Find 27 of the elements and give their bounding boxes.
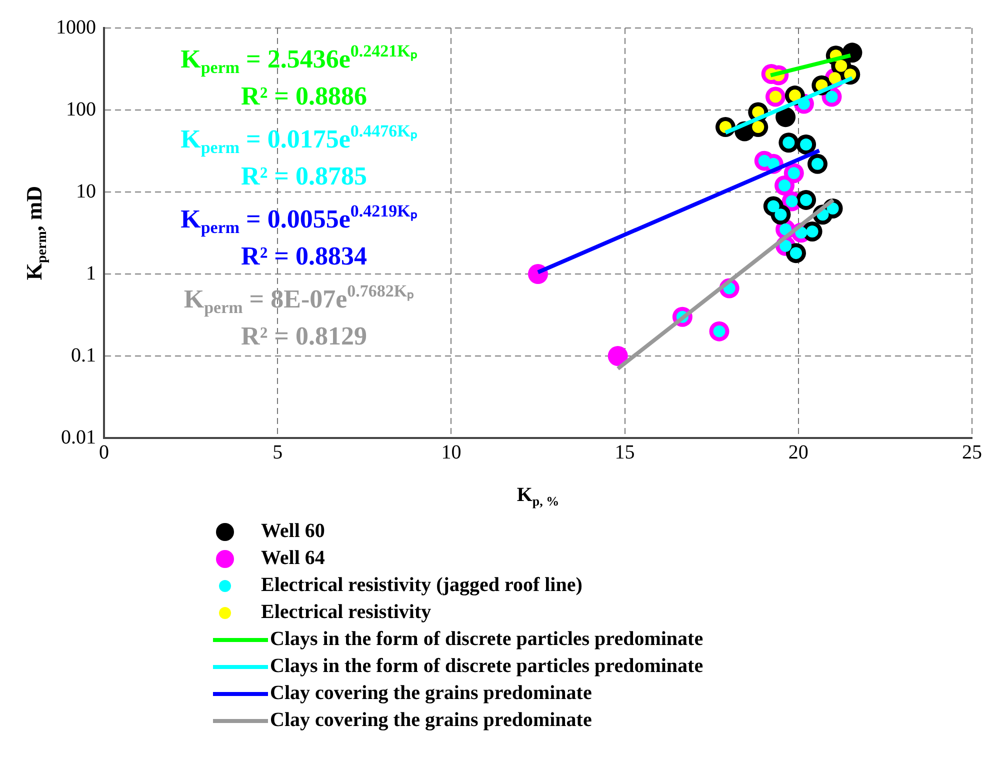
legend-label: Electrical resistivity (jagged roof line) <box>261 573 582 598</box>
x-tick-label: 20 <box>788 441 808 464</box>
point <box>776 107 796 128</box>
x-tick-label: 5 <box>272 441 283 464</box>
y-tick-label: 100 <box>66 98 96 120</box>
y-axis-title: Kperm, mD <box>22 186 50 280</box>
annotation: R² = 0.8785 <box>241 162 367 191</box>
y-tick-label: 10 <box>76 180 96 202</box>
legend-label: Clays in the form of discrete particles predominate <box>270 627 704 652</box>
x-tick-label: 0 <box>99 441 109 464</box>
y-tick-label: 1000 <box>56 16 96 38</box>
legend-label: Clay covering the grains predominate <box>270 708 592 733</box>
x-tick-label: 15 <box>614 441 635 464</box>
annotation: R² = 0.8886 <box>241 82 367 111</box>
y-tick-label: 1 <box>86 262 96 284</box>
y-tick-label: 0.01 <box>61 426 96 448</box>
legend-label: Electrical resistivity <box>261 600 432 625</box>
x-tick-label: 25 <box>962 441 982 464</box>
legend-label: Well 60 <box>261 519 325 544</box>
legend-label: Well 64 <box>261 546 325 571</box>
legend-label: Clays in the form of discrete particles predominate <box>270 654 704 679</box>
legend-label: Clay covering the grains predominate <box>270 681 592 706</box>
x-tick-label: 10 <box>441 441 462 464</box>
annotation: R² = 0.8129 <box>241 322 367 351</box>
point <box>608 346 628 366</box>
annotation: R² = 0.8834 <box>241 242 367 271</box>
y-tick-label: 0.1 <box>71 344 96 366</box>
